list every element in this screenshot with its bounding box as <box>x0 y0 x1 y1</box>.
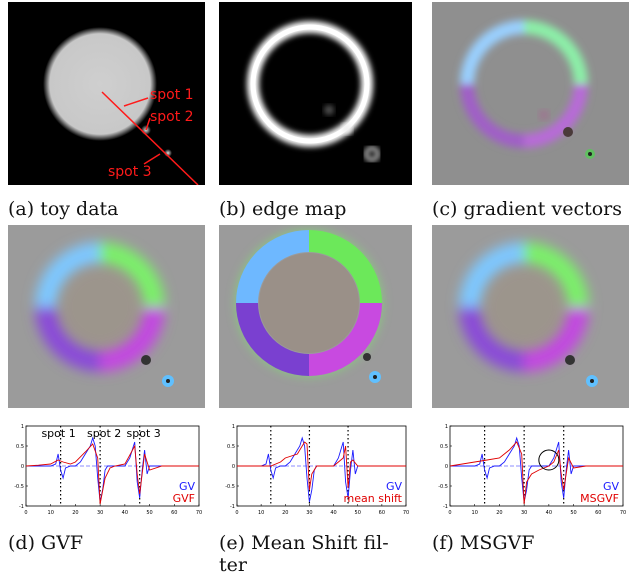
spot-arrow <box>143 153 161 165</box>
x-tick-label: 30 <box>521 510 527 516</box>
toy-data-image: spot 1 spot 2 spot 3 <box>8 2 205 185</box>
caption-e: (e) Mean Shift fil- ter <box>219 532 389 576</box>
gvf-profile-plot: 0 10 20 30 40 50 60 70 -1 -0.5 0 0.5 1 spot 1 spot 2 sp… <box>14 424 202 516</box>
y-tick-label: 0.5 <box>227 444 235 450</box>
y-tick-label: 0 <box>21 464 24 470</box>
caption-f: (f) MSGVF <box>432 532 535 554</box>
x-tick-label: 0 <box>448 510 451 516</box>
edge-spot <box>364 146 380 162</box>
edge-spot <box>342 124 352 134</box>
x-tick-label: 60 <box>379 510 385 516</box>
gvf-ring <box>35 242 165 372</box>
x-tick-label: 20 <box>282 510 288 516</box>
x-tick-label: 20 <box>496 510 502 516</box>
y-tick-label: 1 <box>21 424 24 430</box>
y-tick-label: 0 <box>232 464 235 470</box>
x-tick-label: 50 <box>570 510 576 516</box>
x-tick-label: 40 <box>330 510 336 516</box>
y-tick-label: 0.5 <box>440 444 448 450</box>
x-tick-label: 70 <box>620 510 626 516</box>
x-tick-label: 10 <box>472 510 478 516</box>
legend-gv: GV <box>386 480 403 493</box>
legend-red: MSGVF <box>580 492 619 505</box>
y-tick-label: 0.5 <box>16 444 24 450</box>
x-tick-label: 10 <box>48 510 54 516</box>
plot-spot-label: spot 1 <box>41 427 75 440</box>
caption-a: (a) toy data <box>8 198 119 220</box>
x-tick-label: 30 <box>97 510 103 516</box>
y-tick-label: 1 <box>232 424 235 430</box>
x-tick-label: 50 <box>146 510 152 516</box>
series-line <box>26 436 199 503</box>
profile-line <box>101 91 199 185</box>
mean-shift-field-image <box>219 225 412 408</box>
legend-gv: GV <box>603 480 620 493</box>
edge-spot <box>324 105 334 115</box>
edge-ring <box>250 24 370 144</box>
x-tick-label: 60 <box>171 510 177 516</box>
x-tick-label: 60 <box>595 510 601 516</box>
edge-map-image <box>219 2 412 185</box>
toy-disk <box>43 27 157 141</box>
gvf-field-image <box>8 225 205 408</box>
y-tick-label: -1 <box>443 504 448 510</box>
x-tick-label: 0 <box>235 510 238 516</box>
series-line <box>449 441 623 505</box>
x-tick-label: 40 <box>122 510 128 516</box>
spot-arrow <box>145 117 151 131</box>
caption-b: (b) edge map <box>219 198 347 220</box>
x-tick-label: 20 <box>72 510 78 516</box>
x-tick-label: 50 <box>355 510 361 516</box>
caption-e-line2: ter <box>219 554 247 576</box>
legend-red: mean shift <box>344 492 403 505</box>
spot-1-label: spot 1 <box>150 87 194 103</box>
spot-arrow <box>123 97 149 107</box>
mean-shift-ring <box>236 230 382 376</box>
x-tick-label: 70 <box>196 510 202 516</box>
x-tick-label: 30 <box>306 510 312 516</box>
legend-gv: GV <box>179 480 196 493</box>
y-tick-label: -0.5 <box>14 484 24 490</box>
caption-e-line1: (e) Mean Shift fil- <box>219 532 389 554</box>
y-tick-label: 1 <box>445 424 448 430</box>
gradient-ring <box>460 20 588 148</box>
plot-spot-label: spot 2 <box>87 427 121 440</box>
series-line <box>237 441 406 491</box>
y-tick-label: -0.5 <box>225 484 235 490</box>
x-tick-label: 40 <box>546 510 552 516</box>
spot-3-label: spot 3 <box>108 164 152 180</box>
caption-d: (d) GVF <box>8 532 84 554</box>
caption-c: (c) gradient vectors <box>432 198 622 220</box>
x-tick-label: 10 <box>258 510 264 516</box>
msgvf-ring <box>459 242 589 372</box>
x-tick-label: 0 <box>24 510 27 516</box>
y-tick-label: -1 <box>19 504 24 510</box>
legend-red: GVF <box>173 492 195 505</box>
series-line <box>25 443 199 505</box>
spot-2-label: spot 2 <box>150 109 194 125</box>
y-tick-label: 0 <box>445 464 448 470</box>
msgvf-field-image <box>432 225 629 408</box>
gradient-vectors-image <box>432 2 629 185</box>
x-tick-label: 70 <box>403 510 409 516</box>
y-tick-label: -0.5 <box>438 484 448 490</box>
highlight-circle <box>538 449 560 471</box>
y-tick-label: -1 <box>230 504 235 510</box>
plot-spot-label: spot 3 <box>127 427 161 440</box>
